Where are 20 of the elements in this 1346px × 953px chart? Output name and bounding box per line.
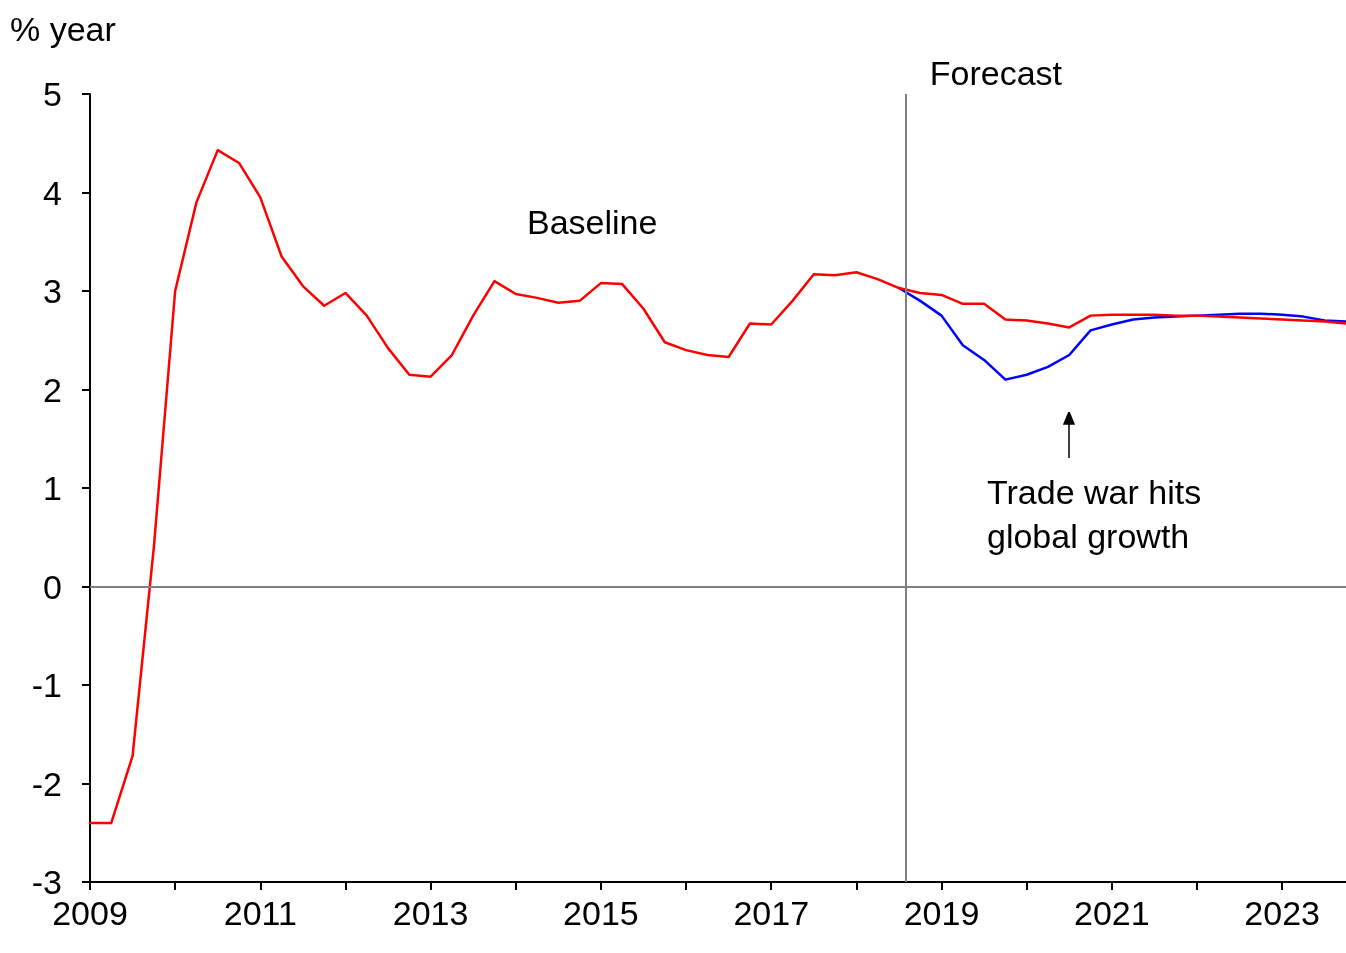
x-tick-label: 2011	[223, 894, 297, 932]
y-tick-label: 2	[43, 370, 62, 409]
y-tick-label: 0	[43, 567, 62, 606]
y-axis-title: % year	[10, 10, 116, 48]
y-tick-label: 4	[43, 173, 62, 212]
y-tick-label: -1	[31, 666, 62, 704]
y-tick-label: 1	[43, 469, 62, 507]
annotation: Trade war hits global growth	[987, 473, 1202, 555]
x-tick-label: 2015	[563, 894, 639, 932]
x-tick-label: 2013	[392, 894, 469, 932]
annotation: Baseline	[527, 203, 658, 241]
x-tick-label: 2019	[903, 894, 980, 932]
y-tick-label: -2	[31, 764, 62, 803]
line-series	[88, 148, 1346, 825]
ref-line-label: Forecast	[929, 54, 1063, 92]
x-tick-label: 2017	[733, 894, 810, 932]
x-tick-label: 2021	[1074, 894, 1150, 932]
y-tick-label: 5	[43, 75, 62, 113]
y-tick-label: 3	[43, 272, 62, 310]
x-tick-label: 2023	[1244, 894, 1320, 932]
